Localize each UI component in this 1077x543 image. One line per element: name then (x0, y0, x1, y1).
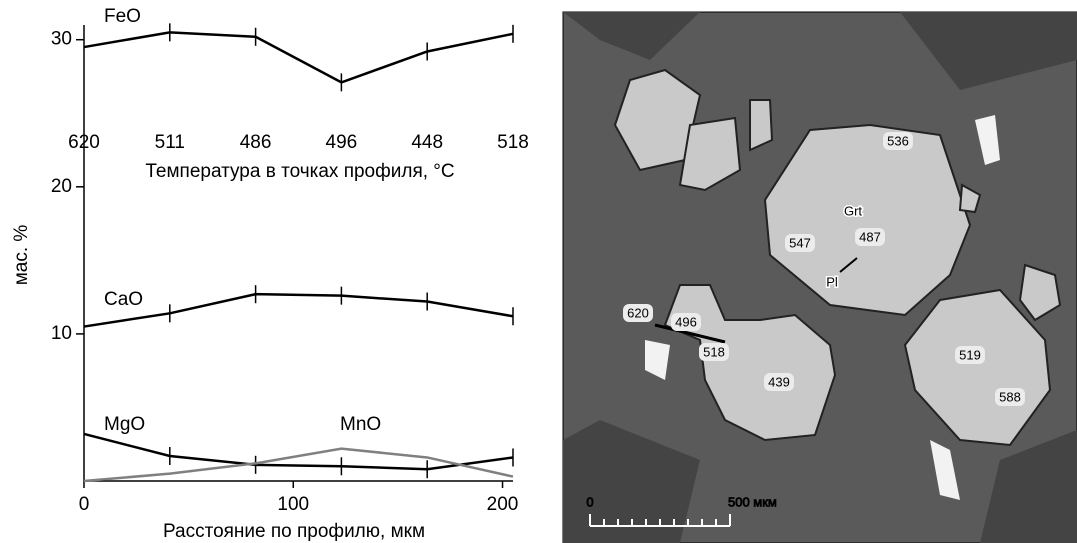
figure: Расстояние по профилю, мкм мас. % Темпер… (0, 0, 1077, 543)
crystal (750, 100, 772, 150)
point-label: 518 (703, 344, 725, 359)
x-tick-label: 100 (277, 494, 309, 515)
top-axis-label: Температура в точках профиля, °C (145, 161, 454, 182)
y-axis-label: мас. % (11, 225, 32, 286)
mineral-label: Pl (826, 274, 838, 289)
mineral-label: Grt (844, 203, 862, 218)
series-label: FeO (104, 6, 141, 27)
point-label: 536 (887, 133, 909, 148)
series-label: CaO (104, 289, 143, 310)
x-tick-label: 200 (487, 494, 519, 515)
scale-label: 0 (586, 494, 593, 509)
point-label: 547 (789, 235, 811, 250)
top-tick-label: 496 (326, 132, 358, 153)
top-tick-label: 486 (240, 132, 272, 153)
y-tick-label: 20 (51, 176, 72, 197)
point-label: 439 (768, 374, 790, 389)
x-tick-label: 0 (79, 494, 90, 515)
series-label: MnO (340, 414, 381, 435)
x-axis-label: Расстояние по профилю, мкм (163, 521, 425, 542)
point-label: 519 (959, 347, 981, 362)
series-line (84, 294, 513, 326)
point-label: 620 (627, 305, 649, 320)
top-tick-label: 448 (411, 132, 443, 153)
micrograph: 0 500 мкм 536 Grt 547 487 Pl 620 496 518 439 519 5… (563, 12, 1077, 543)
series-line (84, 434, 513, 469)
y-tick-label: 30 (51, 29, 72, 50)
scale-label: 500 мкм (728, 494, 777, 509)
point-label: 588 (999, 389, 1021, 404)
point-label: 487 (859, 229, 881, 244)
top-tick-label: 511 (155, 132, 185, 153)
y-tick-label: 10 (51, 323, 72, 344)
top-tick-label: 518 (497, 132, 529, 153)
series-line (84, 32, 513, 82)
point-label: 496 (675, 314, 697, 329)
top-tick-label: 620 (68, 132, 100, 153)
series-label: MgO (104, 414, 145, 435)
